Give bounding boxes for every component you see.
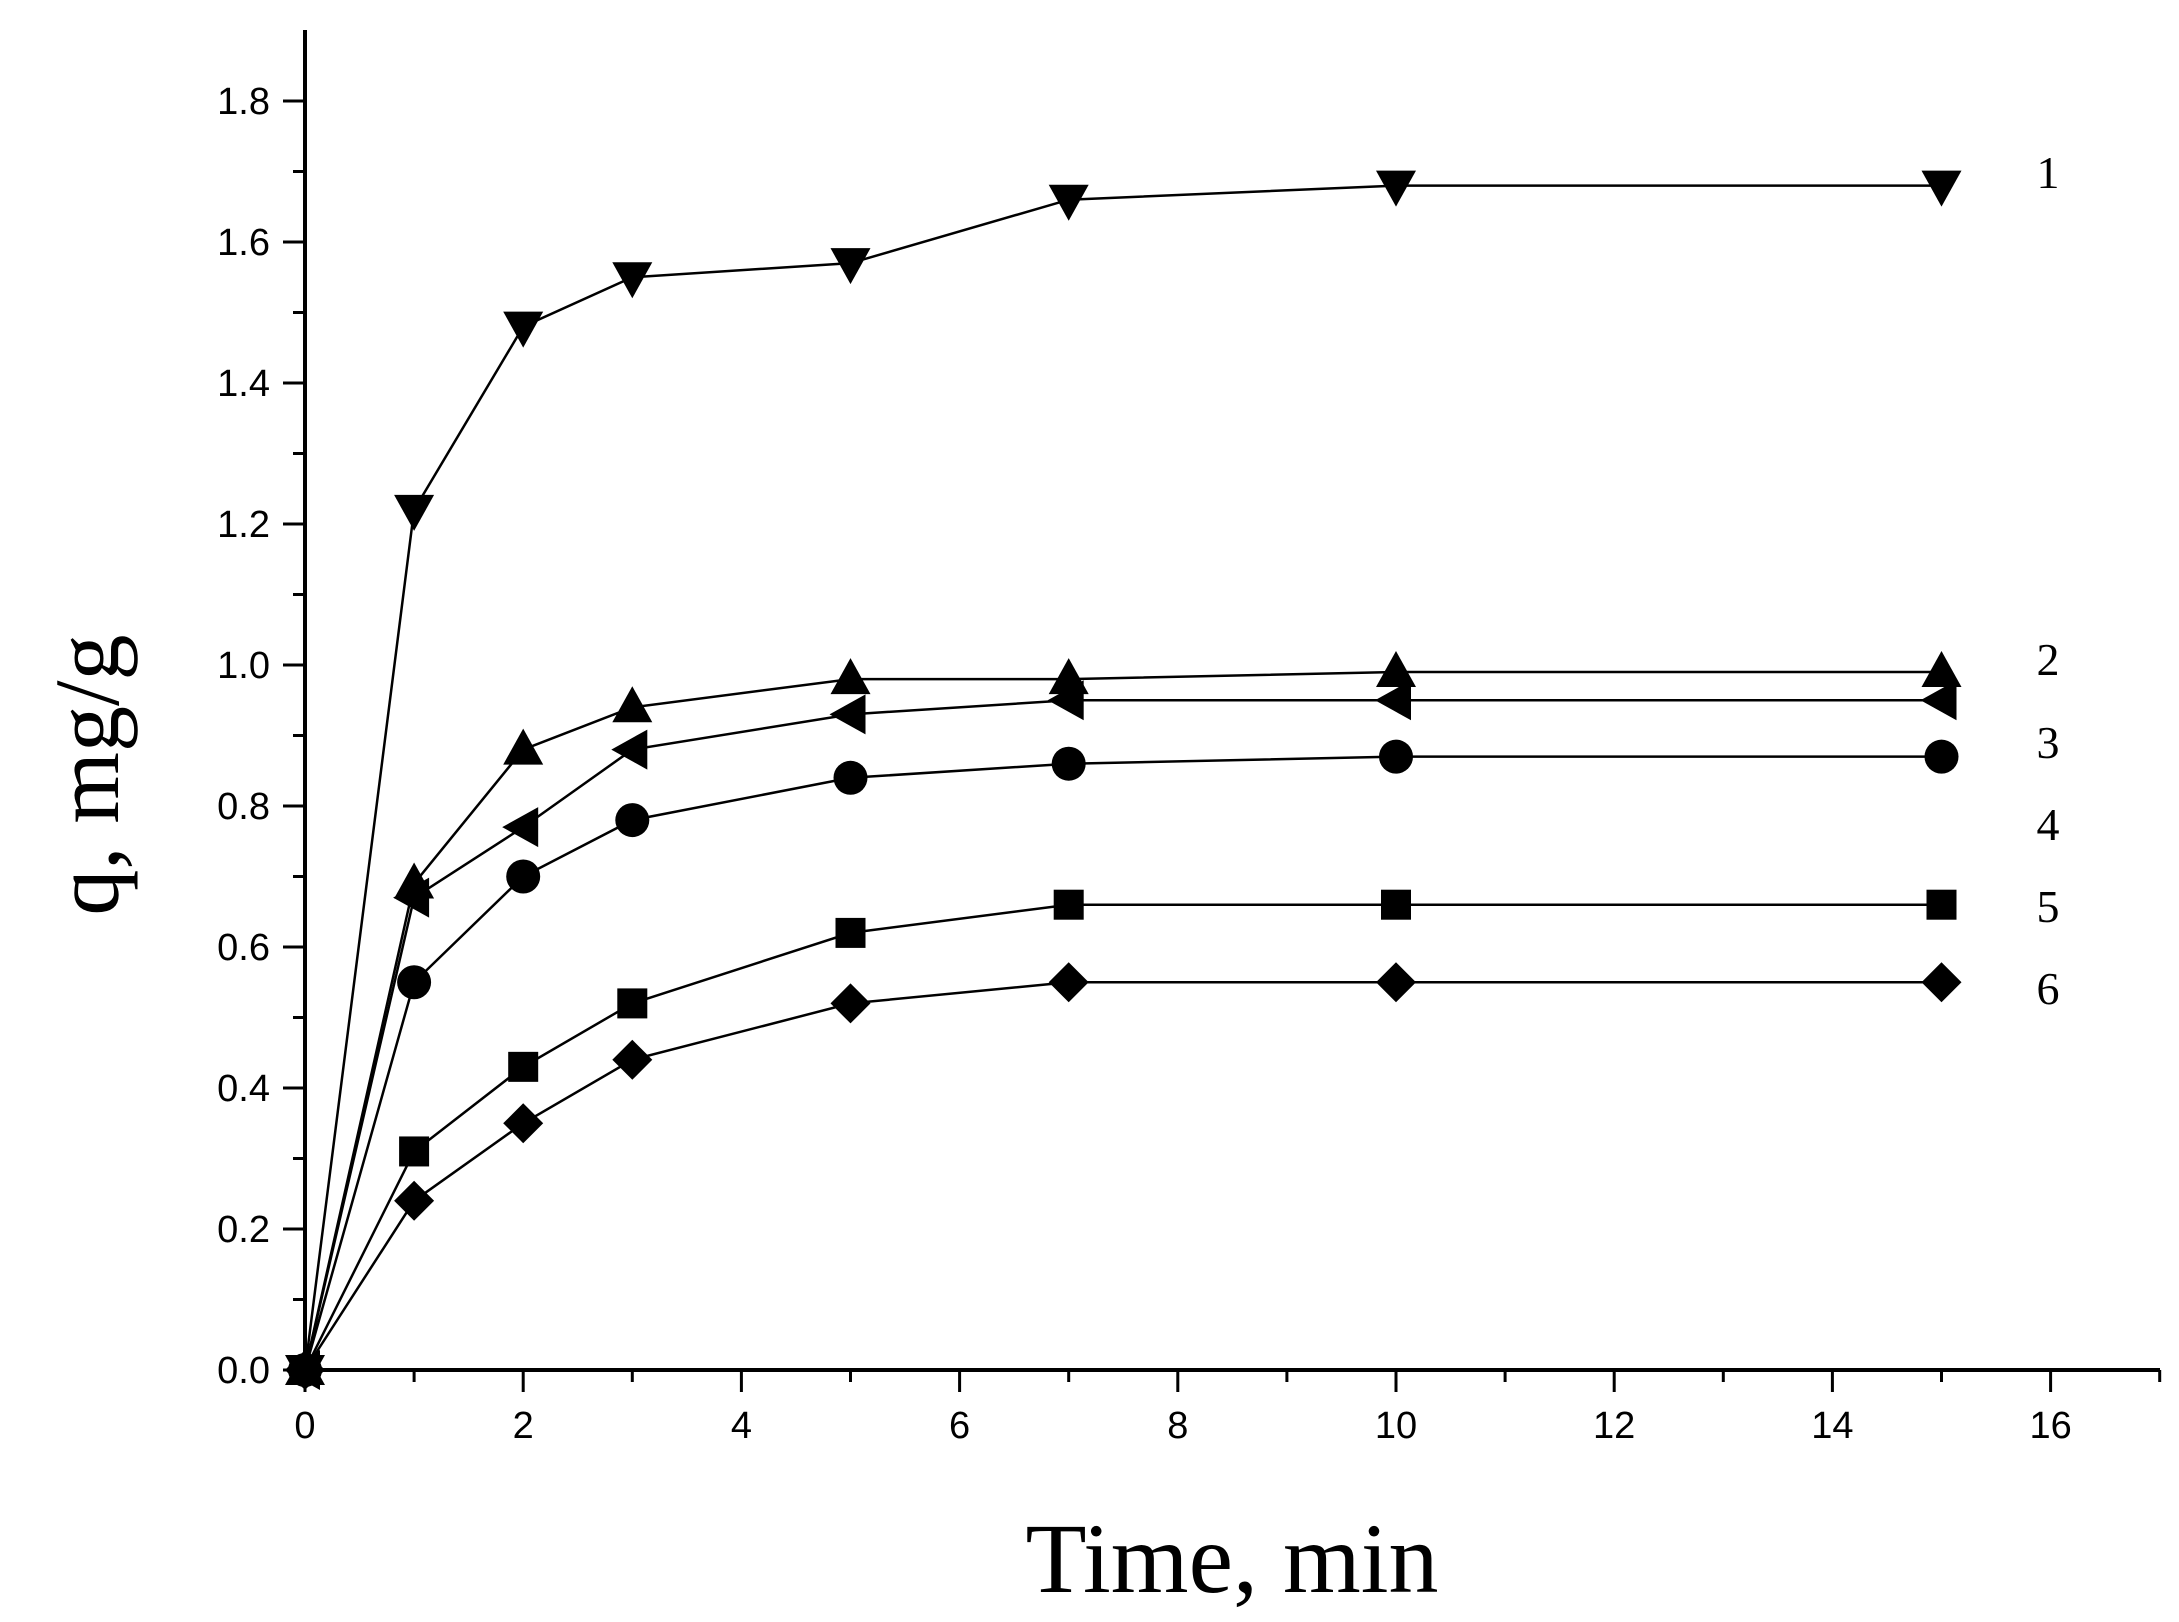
marker-triangle-left — [393, 877, 430, 918]
y-tick-label: 1.0 — [217, 645, 270, 687]
series-label-6: 6 — [2037, 963, 2060, 1014]
y-tick-label: 0.6 — [217, 927, 270, 969]
x-axis-title: Time, min — [1025, 1503, 1438, 1614]
marker-triangle-down — [1921, 170, 1962, 207]
y-axis-title: q, mg/g — [36, 634, 138, 915]
marker-circle — [615, 803, 650, 838]
series-line — [303, 699, 1942, 1371]
x-tick-label: 14 — [1811, 1405, 1853, 1447]
marker-circle — [1924, 739, 1959, 774]
y-tick-label: 1.2 — [217, 504, 270, 546]
series-5 — [290, 889, 1957, 1385]
marker-triangle-left — [1047, 680, 1084, 721]
x-tick-label: 4 — [731, 1405, 752, 1447]
series-label-5: 5 — [2037, 881, 2060, 932]
series-layer — [284, 170, 1962, 1391]
marker-diamond — [394, 1180, 435, 1221]
marker-diamond — [830, 983, 871, 1024]
marker-circle — [1379, 739, 1413, 774]
series-line — [303, 981, 1942, 1371]
series-1 — [285, 170, 1962, 1391]
series-label-1: 1 — [2037, 147, 2060, 198]
marker-triangle-down — [612, 262, 653, 299]
marker-triangle-left — [1375, 680, 1411, 721]
x-tick-label: 0 — [294, 1405, 315, 1447]
marker-diamond — [1921, 962, 1962, 1003]
marker-circle — [397, 965, 432, 1000]
series-line — [303, 670, 1942, 1371]
marker-triangle-down — [503, 311, 544, 348]
x-tick-label: 2 — [513, 1405, 534, 1447]
marker-triangle-left — [1920, 680, 1957, 721]
series-label-3: 3 — [2037, 717, 2060, 768]
marker-triangle-up — [1921, 651, 1962, 688]
series-line — [303, 903, 1942, 1371]
marker-square — [399, 1136, 430, 1167]
series-label-2: 2 — [2037, 634, 2060, 685]
y-tick-label: 0.8 — [217, 786, 270, 828]
marker-triangle-down — [1048, 184, 1089, 221]
marker-triangle-left — [502, 807, 539, 848]
y-tick-label: 1.6 — [217, 222, 270, 264]
marker-square — [1926, 889, 1957, 920]
marker-triangle-down — [394, 494, 435, 531]
series-labels: 1 2 3 4 5 6 — [2037, 147, 2060, 1014]
marker-diamond — [503, 1103, 544, 1144]
x-tick-label: 16 — [2029, 1405, 2071, 1447]
marker-circle — [506, 859, 541, 894]
series-label-4: 4 — [2037, 799, 2060, 850]
marker-triangle-down — [1376, 170, 1416, 207]
marker-circle — [1051, 746, 1086, 781]
marker-triangle-up — [1376, 651, 1416, 688]
marker-square — [835, 917, 866, 948]
series-line — [303, 755, 1942, 1371]
marker-diamond — [612, 1039, 653, 1080]
marker-triangle-up — [830, 658, 871, 695]
marker-diamond — [1048, 962, 1089, 1003]
series-4 — [288, 739, 1959, 1387]
marker-square — [1381, 889, 1411, 920]
series-6 — [285, 962, 1962, 1390]
marker-diamond — [285, 1350, 325, 1390]
x-tick-label: 12 — [1593, 1405, 1635, 1447]
y-tick-label: 1.8 — [217, 81, 270, 123]
marker-triangle-up — [503, 728, 544, 765]
y-tick-label: 0.2 — [217, 1209, 270, 1251]
x-tick-label: 10 — [1375, 1405, 1417, 1447]
y-tick-label: 0.4 — [217, 1068, 270, 1110]
marker-triangle-left — [611, 729, 648, 770]
marker-triangle-left — [829, 694, 866, 735]
marker-square — [617, 988, 648, 1019]
x-tick-label: 8 — [1167, 1405, 1188, 1447]
marker-square — [1053, 889, 1084, 920]
marker-diamond — [1376, 962, 1416, 1003]
x-tick-label: 6 — [949, 1405, 970, 1447]
y-tick-label: 1.4 — [217, 363, 270, 405]
marker-square — [508, 1051, 539, 1082]
series-2 — [285, 651, 1962, 1385]
y-tick-label: 0.0 — [217, 1350, 270, 1392]
marker-triangle-down — [830, 248, 871, 285]
series-line — [303, 184, 1942, 1371]
axes: 0 2 4 6 8 10 12 14 160.00.20.40.60.81.01.21.41.6… — [217, 30, 2162, 1447]
marker-circle — [833, 760, 868, 795]
marker-triangle-up — [612, 686, 653, 723]
series-3 — [284, 680, 1957, 1390]
